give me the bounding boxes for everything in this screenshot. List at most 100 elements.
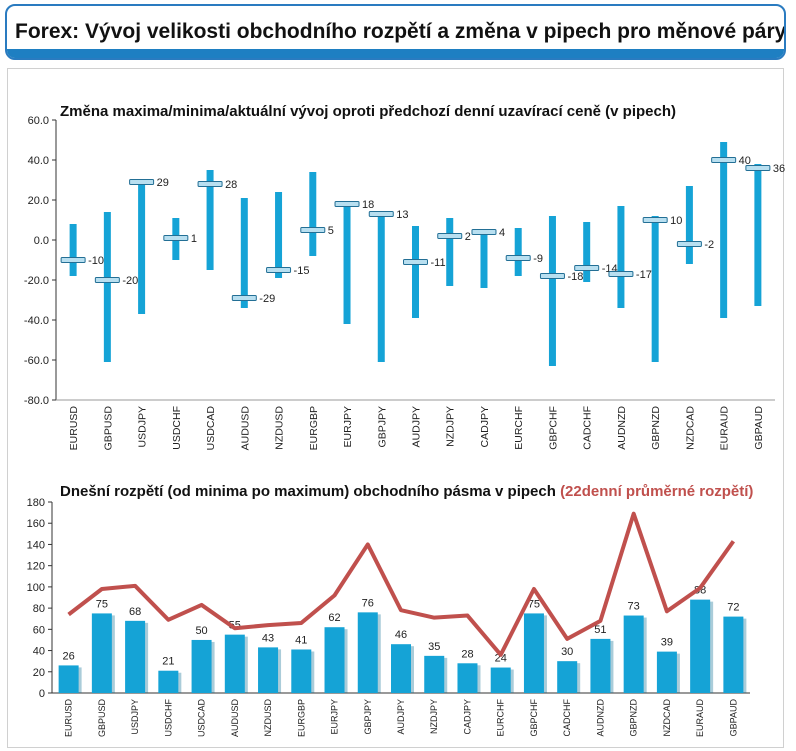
range-bar	[754, 164, 762, 306]
chart-panel	[7, 68, 784, 748]
data-label: 2	[465, 231, 471, 243]
range-bar	[720, 142, 728, 318]
page-title: Forex: Vývoj velikosti obchodního rozpět…	[15, 20, 786, 43]
range-bar	[446, 218, 454, 286]
x-tick-label: CADJPY	[479, 406, 491, 447]
current-marker	[334, 201, 360, 207]
data-label: 50	[195, 625, 207, 637]
y-tick-label: -60.0	[24, 355, 49, 367]
data-label: 24	[495, 653, 507, 665]
y-tick-label: -80.0	[24, 395, 49, 407]
current-marker	[403, 259, 428, 265]
current-marker	[505, 255, 531, 261]
y-tick-label: 20.0	[28, 195, 49, 207]
range-bar	[324, 627, 345, 693]
data-label: 75	[96, 598, 108, 610]
range-bar	[224, 634, 245, 693]
current-marker	[574, 265, 600, 271]
current-marker	[745, 165, 771, 171]
range-bar	[206, 170, 214, 270]
range-bar	[69, 224, 77, 276]
avg-range-line	[67, 511, 736, 657]
range-bar	[412, 226, 419, 318]
x-tick-label: CADCHF	[562, 698, 572, 736]
data-label: 73	[628, 601, 640, 613]
range-bar	[258, 647, 279, 693]
data-label: 41	[295, 634, 307, 646]
x-tick-label: AUDJPY	[396, 699, 406, 735]
x-tick-label: GBPJPY	[376, 406, 388, 447]
x-tick-label: GBPAUD	[753, 406, 765, 450]
x-tick-label: GBPNZD	[629, 699, 639, 737]
data-label: -9	[533, 253, 543, 265]
y-tick-label: 80	[33, 603, 45, 615]
data-label: 35	[428, 641, 440, 653]
range-bar	[391, 644, 411, 693]
range-bar	[191, 639, 212, 693]
range-bar	[623, 615, 644, 693]
data-label: 43	[262, 632, 274, 644]
range-bar	[590, 638, 611, 693]
current-marker	[197, 181, 223, 187]
y-tick-label: 20	[33, 667, 45, 679]
current-marker	[539, 273, 565, 279]
x-tick-label: NZDJPY	[429, 699, 439, 734]
x-tick-label: EURJPY	[330, 699, 340, 735]
range-bar	[424, 655, 445, 693]
current-marker	[300, 227, 326, 233]
range-bar	[523, 613, 544, 693]
data-label: 28	[225, 179, 237, 191]
range-bar	[240, 198, 248, 308]
range-bar	[138, 180, 146, 314]
x-tick-label: NZDUSD	[274, 406, 286, 450]
range-bar	[723, 616, 744, 693]
data-label: 46	[395, 629, 407, 641]
y-tick-label: 40	[33, 646, 45, 658]
x-tick-label: USDCAD	[197, 699, 207, 738]
range-bar	[343, 202, 351, 324]
x-tick-label: EURCHF	[496, 698, 506, 736]
x-tick-label: USDJPY	[137, 406, 149, 447]
data-label: 28	[461, 648, 473, 660]
data-label: 13	[396, 209, 408, 221]
y-tick-label: 160	[27, 518, 45, 530]
data-label: 4	[499, 227, 505, 239]
current-marker	[60, 257, 86, 263]
range-bar	[480, 230, 488, 288]
y-tick-label: 60.0	[28, 115, 49, 127]
range-bar	[158, 670, 179, 693]
x-tick-label: AUDJPY	[411, 406, 423, 447]
x-tick-label: NZDUSD	[263, 699, 273, 737]
x-tick-label: GBPJPY	[363, 699, 373, 735]
data-label: -29	[259, 293, 275, 305]
range-bar	[685, 186, 693, 264]
current-marker	[437, 233, 463, 239]
range-bar	[514, 228, 522, 276]
x-tick-label: EURCHF	[513, 406, 525, 450]
range-bar	[557, 661, 578, 693]
data-label: 39	[661, 637, 673, 649]
y-tick-label: 0.0	[34, 235, 49, 247]
range-bar	[291, 649, 312, 693]
current-marker	[642, 217, 668, 223]
current-marker	[231, 295, 257, 301]
x-tick-label: EURAUD	[695, 699, 705, 738]
data-label: 75	[528, 598, 540, 610]
x-tick-label: EURUSD	[68, 406, 80, 451]
range-bar	[690, 599, 711, 693]
data-label: 88	[694, 585, 706, 597]
data-label: 1	[191, 233, 197, 245]
range-bar	[651, 216, 659, 362]
data-label: 29	[157, 177, 169, 189]
x-tick-label: AUDNZD	[595, 699, 605, 737]
range-bar	[490, 667, 511, 693]
chart1-title: Změna maxima/minima/aktuální vývoj oprot…	[60, 103, 676, 120]
x-tick-label: CADCHF	[582, 406, 594, 450]
y-tick-label: 0	[39, 688, 45, 700]
x-tick-label: GBPNZD	[650, 406, 662, 450]
x-tick-label: NZDJPY	[445, 406, 457, 447]
data-label: 10	[670, 215, 682, 227]
x-tick-label: AUDNZD	[616, 406, 628, 450]
range-bar	[548, 216, 556, 366]
